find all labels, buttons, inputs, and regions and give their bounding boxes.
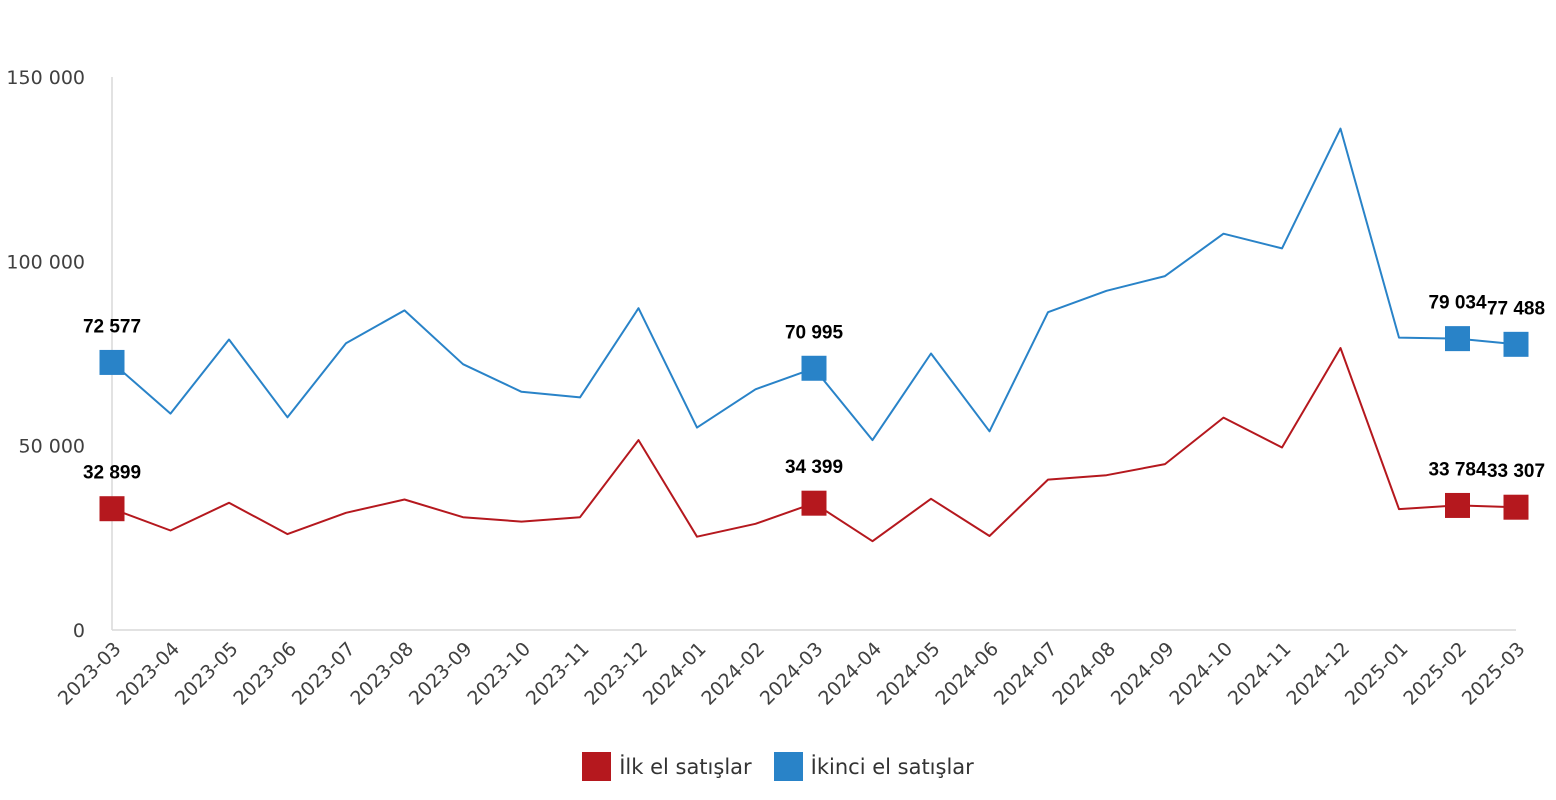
x-tick-label: 2023-05 [171,638,243,710]
legend-swatch-second-hand [773,752,803,781]
data-point-marker[interactable] [1445,326,1470,352]
data-label: 77 488 [1487,298,1545,319]
x-tick-label: 2023-10 [463,638,535,710]
data-label: 70 995 [785,322,844,343]
x-tick-label: 2024-05 [873,638,945,710]
data-labels: 32 899 34 399 33 784 33 307 72 577 70 995 79 0… [83,293,1545,484]
x-tick-label: 2025-02 [1399,638,1471,710]
y-tick-label: 100 000 [6,251,85,273]
legend-swatch-first-hand [582,752,612,781]
x-axis-ticks: 2023-032023-042023-052023-062023-072023-… [54,638,1530,710]
x-tick-label: 2024-01 [639,638,711,710]
x-tick-label: 2024-04 [814,638,886,710]
data-label: 33 307 [1487,461,1545,482]
data-label: 32 899 [83,463,141,484]
y-tick-label: 150 000 [6,67,85,89]
x-tick-label: 2023-06 [229,638,301,710]
x-tick-label: 2024-02 [697,638,769,710]
series-layer [99,127,1529,543]
y-tick-label: 50 000 [19,436,85,458]
data-point-marker[interactable] [99,349,125,375]
data-label: 79 034 [1428,293,1487,314]
x-tick-label: 2024-08 [1048,638,1120,710]
x-tick-label: 2024-07 [990,638,1062,710]
chart-axes [111,77,1516,631]
x-tick-label: 2023-11 [522,638,594,710]
data-label: 72 577 [83,316,141,337]
x-tick-label: 2023-04 [112,638,184,710]
x-tick-label: 2023-08 [346,638,418,710]
data-point-marker[interactable] [1503,494,1529,520]
data-point-marker[interactable] [801,490,827,516]
data-point-marker[interactable] [99,496,125,522]
x-tick-label: 2023-07 [288,638,360,710]
x-tick-label: 2025-01 [1341,638,1413,710]
legend-item-second-hand[interactable]: İkinci el satışlar [773,752,974,781]
x-tick-label: 2025-03 [1458,638,1530,710]
data-point-marker[interactable] [1503,331,1529,357]
legend: İlk el satışlar İkinci el satışlar [0,752,1556,781]
x-tick-label: 2024-06 [931,638,1003,710]
x-tick-label: 2024-12 [1282,638,1354,710]
legend-label-first-hand: İlk el satışlar [619,754,752,779]
legend-label-second-hand: İkinci el satışlar [810,754,974,779]
x-tick-label: 2024-10 [1165,638,1237,710]
x-tick-label: 2023-09 [405,638,477,710]
legend-item-first-hand[interactable]: İlk el satışlar [582,752,752,781]
x-tick-label: 2023-03 [54,638,126,710]
y-axis-ticks: 0 50 000 100 000 150 000 [6,67,85,642]
data-point-marker[interactable] [801,355,827,381]
series-line-1 [111,127,1517,442]
y-tick-label: 0 [73,620,85,642]
x-tick-label: 2024-09 [1107,638,1179,710]
data-label: 33 784 [1428,459,1487,480]
data-point-marker[interactable] [1445,492,1470,518]
x-tick-label: 2023-12 [580,638,652,710]
x-tick-label: 2024-03 [756,638,828,710]
x-tick-label: 2024-11 [1224,638,1296,710]
data-label: 34 399 [785,457,843,478]
